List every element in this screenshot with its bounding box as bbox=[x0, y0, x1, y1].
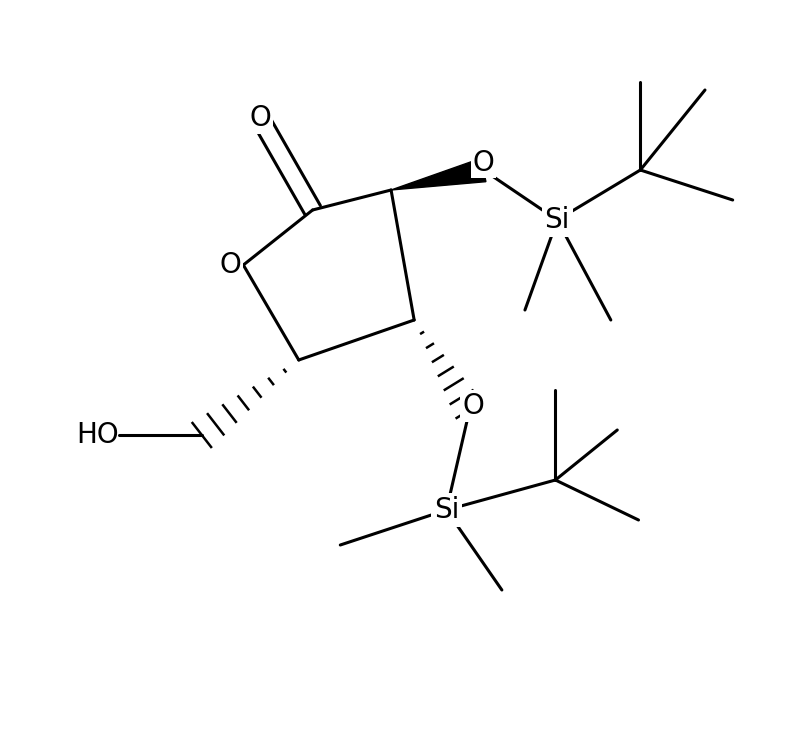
Text: O: O bbox=[462, 392, 484, 420]
Text: Si: Si bbox=[545, 206, 570, 234]
Polygon shape bbox=[391, 158, 486, 190]
Text: HO: HO bbox=[76, 421, 119, 449]
Text: Si: Si bbox=[434, 496, 459, 524]
Text: O: O bbox=[473, 148, 494, 177]
Text: O: O bbox=[249, 104, 271, 132]
Text: O: O bbox=[219, 251, 241, 279]
